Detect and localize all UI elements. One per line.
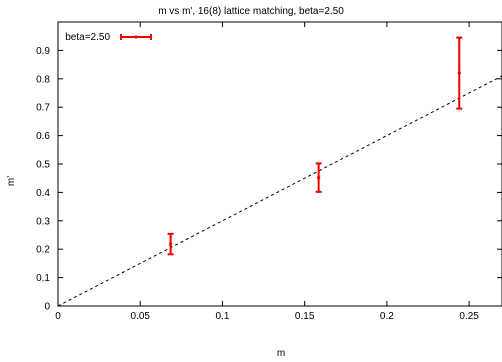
legend-sample-marker	[134, 35, 138, 39]
x-tick-label: 0.05	[130, 311, 150, 322]
data-point	[456, 36, 463, 110]
data-series	[167, 36, 463, 256]
y-tick-label: 0.1	[36, 273, 50, 284]
point-marker	[317, 176, 321, 180]
legend-label: beta=2.50	[65, 32, 110, 43]
y-tick-label: 0.8	[36, 74, 50, 85]
x-tick-label: 0.15	[295, 311, 315, 322]
axis-ticks: 0 0.05 0.1 0.15 0.2 0.25 0 0.1 0.2 0.3 0.4 0.5 0.6 0.…	[36, 22, 502, 322]
y-tick-label: 0.7	[36, 103, 50, 114]
y-tick-label: 0.2	[36, 245, 50, 256]
plot-frame	[57, 21, 502, 307]
x-axis-label: m	[277, 348, 285, 359]
x-tick-label: 0	[55, 311, 61, 322]
chart-title: m vs m', 16(8) lattice matching, beta=2.…	[158, 6, 344, 17]
y-tick-label: 0.9	[36, 46, 50, 57]
x-tick-label: 0.2	[380, 311, 394, 322]
y-axis-label: m'	[6, 176, 17, 186]
point-marker	[169, 242, 173, 246]
x-tick-label: 0.1	[215, 311, 229, 322]
y-tick-label: 0	[44, 302, 50, 313]
legend: beta=2.50	[65, 32, 152, 43]
point-marker	[457, 71, 461, 75]
y-tick-label: 0.3	[36, 216, 50, 227]
y-tick-label: 0.4	[36, 188, 50, 199]
x-tick-label: 0.25	[459, 311, 479, 322]
reference-line	[57, 75, 502, 307]
data-point	[167, 232, 174, 256]
data-point	[315, 162, 322, 193]
y-tick-label: 0.5	[36, 160, 50, 171]
y-tick-label: 0.6	[36, 131, 50, 142]
reference-line-group	[57, 75, 502, 307]
